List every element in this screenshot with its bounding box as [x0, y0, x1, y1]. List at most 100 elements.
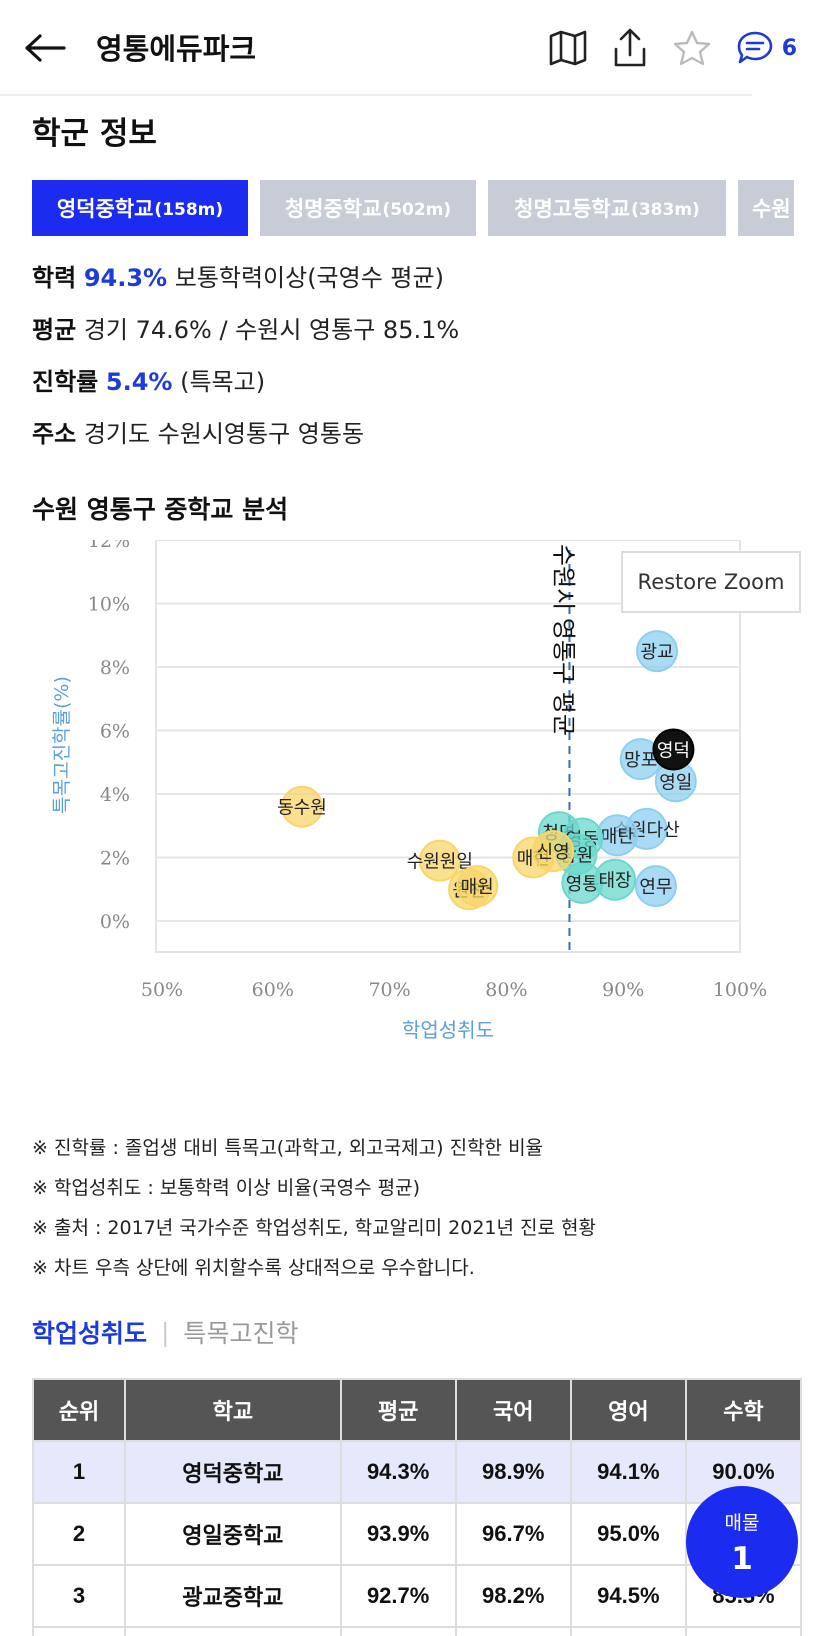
- address-row: 주소 경기도 수원시영통구 영통동: [32, 420, 365, 448]
- table-cell: 98.2%: [454, 1564, 572, 1628]
- data-point: [418, 839, 461, 882]
- chat-button[interactable]: 6: [736, 30, 797, 66]
- table-row[interactable]: 1 영덕중학교 94.3% 98.9% 94.1% 90.0%: [31, 1440, 803, 1504]
- tab-school-2[interactable]: 청명중학교 (502m): [260, 180, 476, 236]
- table-header-row: 순위 학교 평균 국어 영어 수학: [31, 1378, 803, 1442]
- data-point: [594, 858, 637, 901]
- table-cell: 영덕중학교: [124, 1440, 342, 1504]
- table-cell: 93.9%: [339, 1502, 457, 1566]
- table-row: [31, 1626, 803, 1636]
- table-cell: 1: [31, 1440, 127, 1504]
- note-line: ※ 차트 우측 상단에 위치할수록 상대적으로 우수합니다.: [32, 1257, 475, 1279]
- table-cell: 94.3%: [339, 1440, 457, 1504]
- average-row: 평균 경기 74.6% / 수원시 영통구 85.1%: [32, 316, 460, 344]
- data-point-label: 연무: [639, 877, 672, 898]
- table-cell: 94.5%: [569, 1564, 687, 1628]
- y-tick-label: 2%: [100, 848, 130, 870]
- data-point: [634, 865, 677, 908]
- average-line-label: 수원시 영통구 평균: [549, 544, 577, 736]
- achievement-row: 학력 94.3% 보통학력이상(국영수 평균): [32, 264, 444, 292]
- y-axis-label: 특목고진학률(%): [51, 676, 73, 814]
- col-header: 국어: [454, 1378, 572, 1442]
- note-line: ※ 진학률 : 졸업생 대비 특목고(과학고, 외고국제고) 진학한 비율: [32, 1137, 544, 1159]
- x-axis-label: 학업성취도: [402, 1018, 494, 1042]
- data-point: [532, 830, 575, 873]
- x-tick-label: 50%: [141, 979, 183, 1001]
- page-title: 영통에듀파크: [96, 32, 257, 66]
- data-point: [456, 865, 499, 908]
- header-actions: 6: [548, 22, 797, 74]
- x-tick-label: 100%: [713, 979, 767, 1001]
- note-line: ※ 출처 : 2017년 국가수준 학업성취도, 학교알리미 2021년 진로 …: [32, 1217, 596, 1239]
- data-point-label: 매탄: [601, 826, 634, 847]
- table-row[interactable]: 3 광교중학교 92.7% 98.2% 94.5% 85.3%: [31, 1564, 803, 1628]
- col-header: 평균: [339, 1378, 457, 1442]
- listings-fab-button[interactable]: 매물 1: [686, 1486, 798, 1598]
- table-cell: 광교중학교: [124, 1564, 342, 1628]
- data-point-label: 영덕: [657, 741, 690, 762]
- divider: [0, 94, 752, 96]
- data-point-label: 동수원: [277, 798, 327, 819]
- table-cell: 3: [31, 1564, 127, 1628]
- tab-school-4[interactable]: 수원: [738, 180, 794, 236]
- top-bar: 영통에듀파크 6: [0, 0, 827, 96]
- y-tick-label: 8%: [100, 657, 130, 679]
- data-point-label: 신영: [537, 842, 570, 863]
- chat-icon: [737, 31, 772, 64]
- school-tabs: 영덕중학교 (158m) 청명중학교 (502m) 청명고등학교 (383m) 수원: [32, 180, 794, 236]
- col-header: 순위: [31, 1378, 127, 1442]
- data-point-label: 매원: [461, 877, 494, 898]
- tab-school-1[interactable]: 영덕중학교 (158m): [32, 180, 248, 236]
- fab-count: 1: [731, 1540, 753, 1577]
- tab-separator: |: [161, 1317, 170, 1347]
- y-tick-label: 12%: [88, 540, 130, 552]
- advance-rate-row: 진학률 5.4% (특목고): [32, 368, 266, 396]
- share-icon[interactable]: [612, 27, 648, 69]
- data-point-label: 광교: [641, 642, 674, 663]
- tab-advance[interactable]: 특목고진학: [183, 1319, 299, 1348]
- table-cell: 92.7%: [339, 1564, 457, 1628]
- table-cell: 95.0%: [569, 1502, 687, 1566]
- y-tick-label: 10%: [88, 594, 130, 616]
- data-point-label: 망포: [624, 750, 657, 771]
- x-tick-label: 60%: [252, 979, 294, 1001]
- data-point-label: 수원원일: [407, 852, 473, 873]
- data-point: [652, 728, 695, 771]
- data-point: [281, 785, 323, 828]
- star-icon[interactable]: [672, 29, 712, 67]
- notes: ※ 진학률 : 졸업생 대비 특목고(과학고, 외고국제고) 진학한 비율 ※ …: [32, 1128, 596, 1288]
- x-tick-label: 80%: [485, 979, 527, 1001]
- y-tick-label: 4%: [100, 784, 130, 806]
- tab-achievement[interactable]: 학업성취도: [32, 1319, 148, 1348]
- note-line: ※ 학업성취도 : 보통학력 이상 비율(국영수 평균): [32, 1177, 421, 1199]
- x-tick-label: 90%: [602, 979, 644, 1001]
- y-tick-label: 0%: [100, 911, 130, 933]
- chat-count: 6: [781, 35, 797, 61]
- data-point-label: 영일: [659, 772, 692, 793]
- table-cell: 2: [31, 1502, 127, 1566]
- ranking-table: 순위 학교 평균 국어 영어 수학 1 영덕중학교 94.3% 98.9% 94…: [31, 1378, 803, 1636]
- y-tick-label: 6%: [100, 721, 130, 743]
- table-cell: 94.1%: [569, 1440, 687, 1504]
- table-cell: 영일중학교: [124, 1502, 342, 1566]
- x-tick-label: 70%: [368, 979, 410, 1001]
- map-book-icon[interactable]: [548, 29, 588, 67]
- tab-school-3[interactable]: 청명고등학교 (383m): [488, 180, 726, 236]
- col-header: 수학: [684, 1378, 803, 1442]
- data-point-label: 태장: [598, 871, 631, 892]
- section-title-analysis: 수원 영통구 중학교 분석: [32, 495, 289, 524]
- data-point: [636, 630, 679, 673]
- ranking-tabs: 학업성취도 | 특목고진학: [32, 1314, 298, 1350]
- table-cell: 90.0%: [684, 1440, 803, 1504]
- fab-label: 매물: [724, 1511, 760, 1534]
- scatter-chart[interactable]: 0% 2% 4% 6% 8% 10% 12% 50% 60% 70% 80% 90% 100% 학업성취도…: [0, 530, 827, 1100]
- table-cell: 96.7%: [454, 1502, 572, 1566]
- back-arrow-icon[interactable]: [24, 28, 68, 68]
- table-cell: 98.9%: [454, 1440, 572, 1504]
- col-header: 학교: [124, 1378, 342, 1442]
- chart-svg: 0% 2% 4% 6% 8% 10% 12% 50% 60% 70% 80% 90% 100% 학업성취도…: [51, 530, 767, 1042]
- restore-zoom-button[interactable]: Restore Zoom: [621, 551, 801, 613]
- section-title-school-info: 학군 정보: [32, 116, 157, 152]
- col-header: 영어: [569, 1378, 687, 1442]
- data-point-label: 영통: [566, 874, 599, 895]
